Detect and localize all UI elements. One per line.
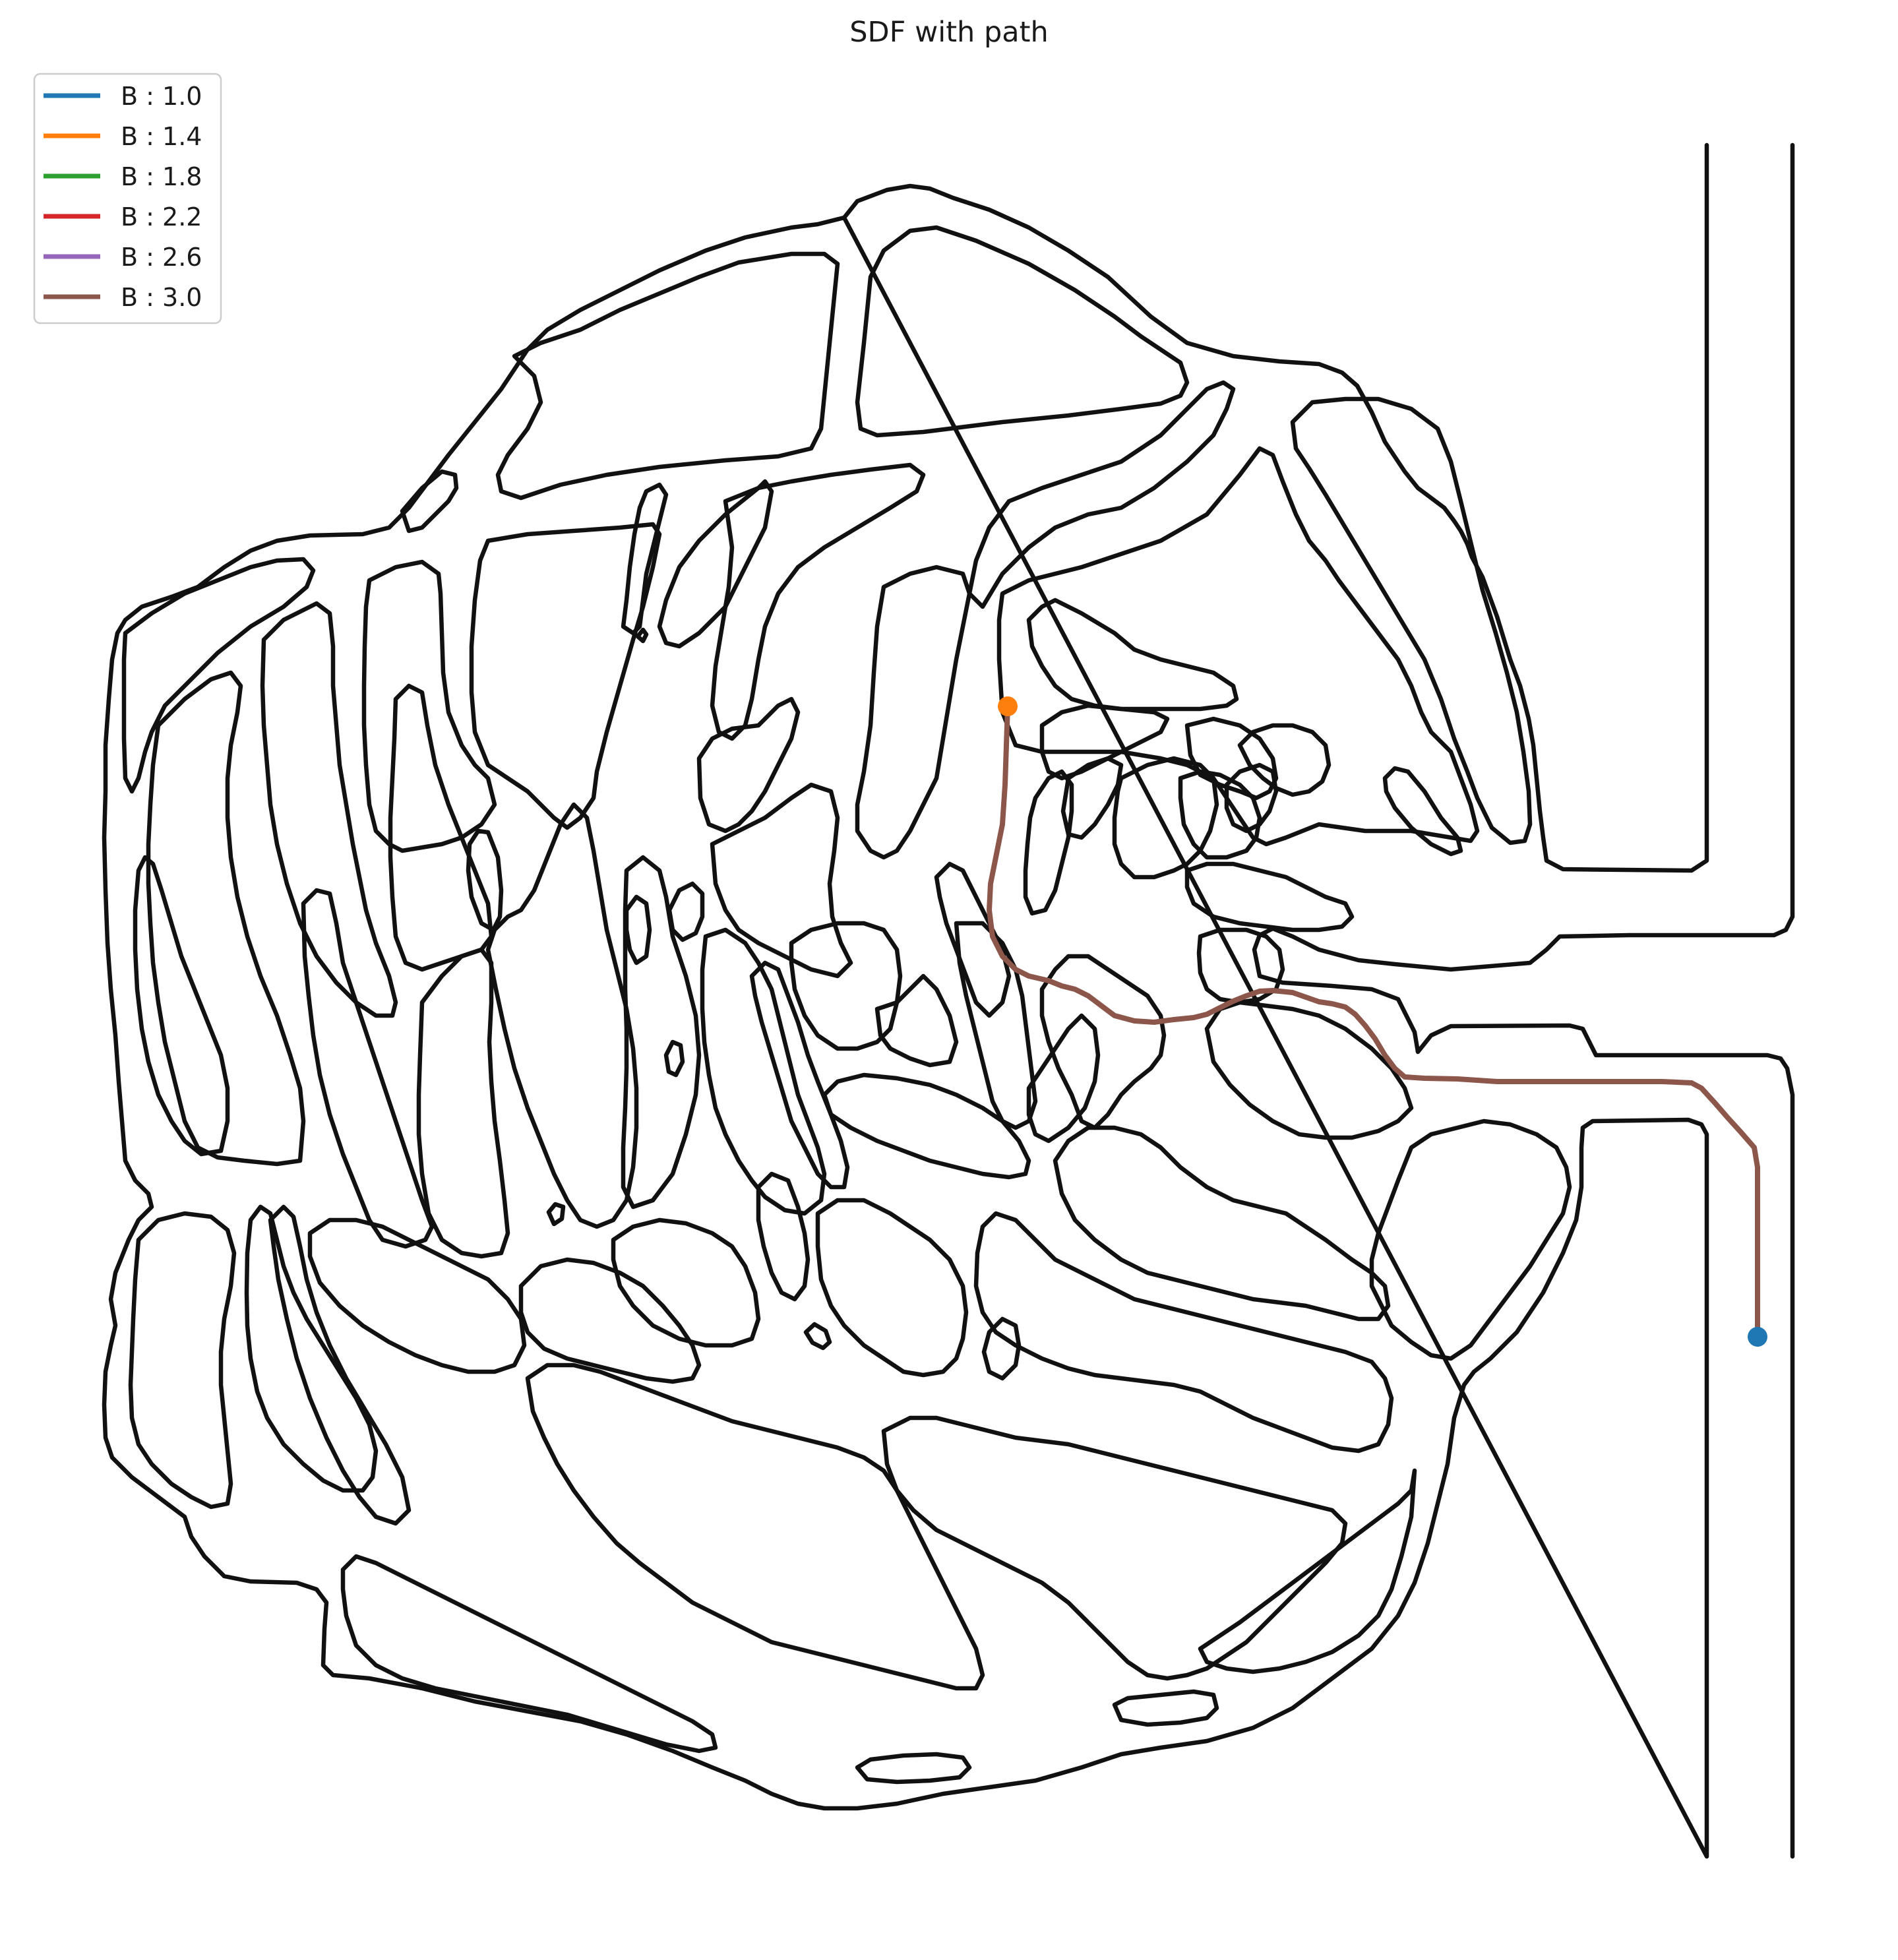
legend-label: B : 1.4 xyxy=(121,122,202,151)
island-right-8 xyxy=(1184,716,1279,801)
island-lower-center-large xyxy=(525,1363,985,1691)
legend-entry: B : 2.2 xyxy=(44,202,202,231)
legend-label: B : 3.0 xyxy=(121,283,202,312)
legend-entry: B : 1.8 xyxy=(44,162,202,191)
legend-entry: B : 1.0 xyxy=(44,82,202,111)
island-small-oval-1 xyxy=(466,828,504,933)
island-bottom-left xyxy=(340,1554,718,1754)
outer-boundary-lower-wall xyxy=(1252,142,1795,1859)
island-lower-left-1 xyxy=(815,1198,969,1378)
island-middle-wide xyxy=(822,1072,1031,1180)
legend-label: B : 1.0 xyxy=(121,82,202,111)
island-right-10 xyxy=(1196,927,1285,1005)
island-center-tall xyxy=(485,802,639,1229)
island-bottom-right xyxy=(1198,1468,1417,1674)
island-center-2b xyxy=(696,696,801,834)
maze-walls xyxy=(102,142,1795,1859)
legend-label: B : 1.8 xyxy=(121,162,202,191)
legend-label: B : 2.2 xyxy=(121,202,202,231)
island-center-10 xyxy=(1026,1013,1101,1144)
island-center-8 xyxy=(934,861,1012,1018)
island-center-3 xyxy=(657,479,774,649)
island-thin-upper xyxy=(621,482,669,636)
island-center-7 xyxy=(874,973,959,1068)
island-right-2 xyxy=(1026,597,1239,712)
island-top-center xyxy=(855,225,1190,438)
island-tiny-oval-3 xyxy=(803,1322,832,1351)
island-far-left xyxy=(121,557,316,794)
island-small-right-1 xyxy=(1382,766,1463,857)
island-lower-left-2 xyxy=(756,1171,811,1302)
island-right-channel xyxy=(967,380,1236,609)
island-center-9 xyxy=(954,921,1038,1130)
island-center-1 xyxy=(855,565,972,860)
island-right-4 xyxy=(1060,756,1124,840)
island-right-3 xyxy=(1039,703,1170,781)
island-left-channel xyxy=(133,855,230,1157)
island-right-9 xyxy=(1184,861,1355,933)
outer-boundary-bottom-wall xyxy=(102,215,1709,1859)
island-lower-left-6 xyxy=(244,1204,379,1493)
end-marker xyxy=(1748,1327,1767,1347)
island-lower-mid-1 xyxy=(973,1211,1394,1454)
island-lower-right-1 xyxy=(1053,1125,1391,1322)
island-top-right xyxy=(1290,396,1533,845)
island-left-2 xyxy=(361,559,497,853)
island-small-oval-3 xyxy=(667,881,705,942)
island-right-6 xyxy=(1112,756,1219,880)
island-center-4 xyxy=(700,927,827,1216)
island-bottom-oval-2 xyxy=(855,1752,972,1785)
figure-title: SDF with path xyxy=(849,16,1048,49)
legend-entry: B : 3.0 xyxy=(44,283,202,312)
island-small-oval-2 xyxy=(624,894,652,965)
island-left-3 xyxy=(146,670,306,1167)
island-right-12 xyxy=(1237,723,1332,797)
island-top-left xyxy=(495,251,840,501)
island-lower-mid-2 xyxy=(981,1316,1022,1381)
legend-label: B : 2.6 xyxy=(121,243,202,272)
island-right-5 xyxy=(1023,769,1074,916)
island-lower-left-4 xyxy=(518,1257,702,1384)
island-bottom-oval-1 xyxy=(1112,1689,1219,1727)
path-overlay xyxy=(987,696,1767,1347)
island-center-2 xyxy=(710,462,926,741)
island-mid-left-2 xyxy=(301,888,435,1249)
island-center-5 xyxy=(749,960,850,1190)
legend-entry: B : 2.6 xyxy=(44,243,202,272)
island-lower-left-5 xyxy=(307,1217,527,1374)
island-right-7 xyxy=(1178,769,1262,860)
island-left-top xyxy=(400,469,459,534)
island-left-4 xyxy=(260,601,398,1018)
island-far-left-lower xyxy=(128,1211,237,1510)
island-tiny-oval-2 xyxy=(546,1202,566,1227)
island-far-right-middle xyxy=(1204,1000,1414,1140)
island-center-6 xyxy=(789,921,903,1051)
path-b-3-0 xyxy=(987,704,1760,1335)
island-tiny-oval-1 xyxy=(663,1039,685,1078)
legend-entry: B : 1.4 xyxy=(44,122,202,151)
island-left-1 xyxy=(469,522,662,830)
outer-boundary-wall xyxy=(842,142,1709,873)
island-right-large xyxy=(996,446,1480,847)
island-lower-left-3 xyxy=(611,1217,761,1348)
legend: B : 1.0 B : 1.4 B : 1.8 B : 2.2 B : 2.6 … xyxy=(33,73,222,324)
island-center-3b xyxy=(710,782,853,979)
island-left-lower-2 xyxy=(268,1204,412,1526)
island-tiny-oval-4 xyxy=(635,627,649,644)
start-marker xyxy=(998,696,1018,716)
island-lower-right-2 xyxy=(1369,1118,1572,1361)
island-mid-left-3 xyxy=(416,947,510,1259)
island-right-1 xyxy=(1039,954,1167,1130)
island-lower-right-large xyxy=(881,1415,1348,1681)
